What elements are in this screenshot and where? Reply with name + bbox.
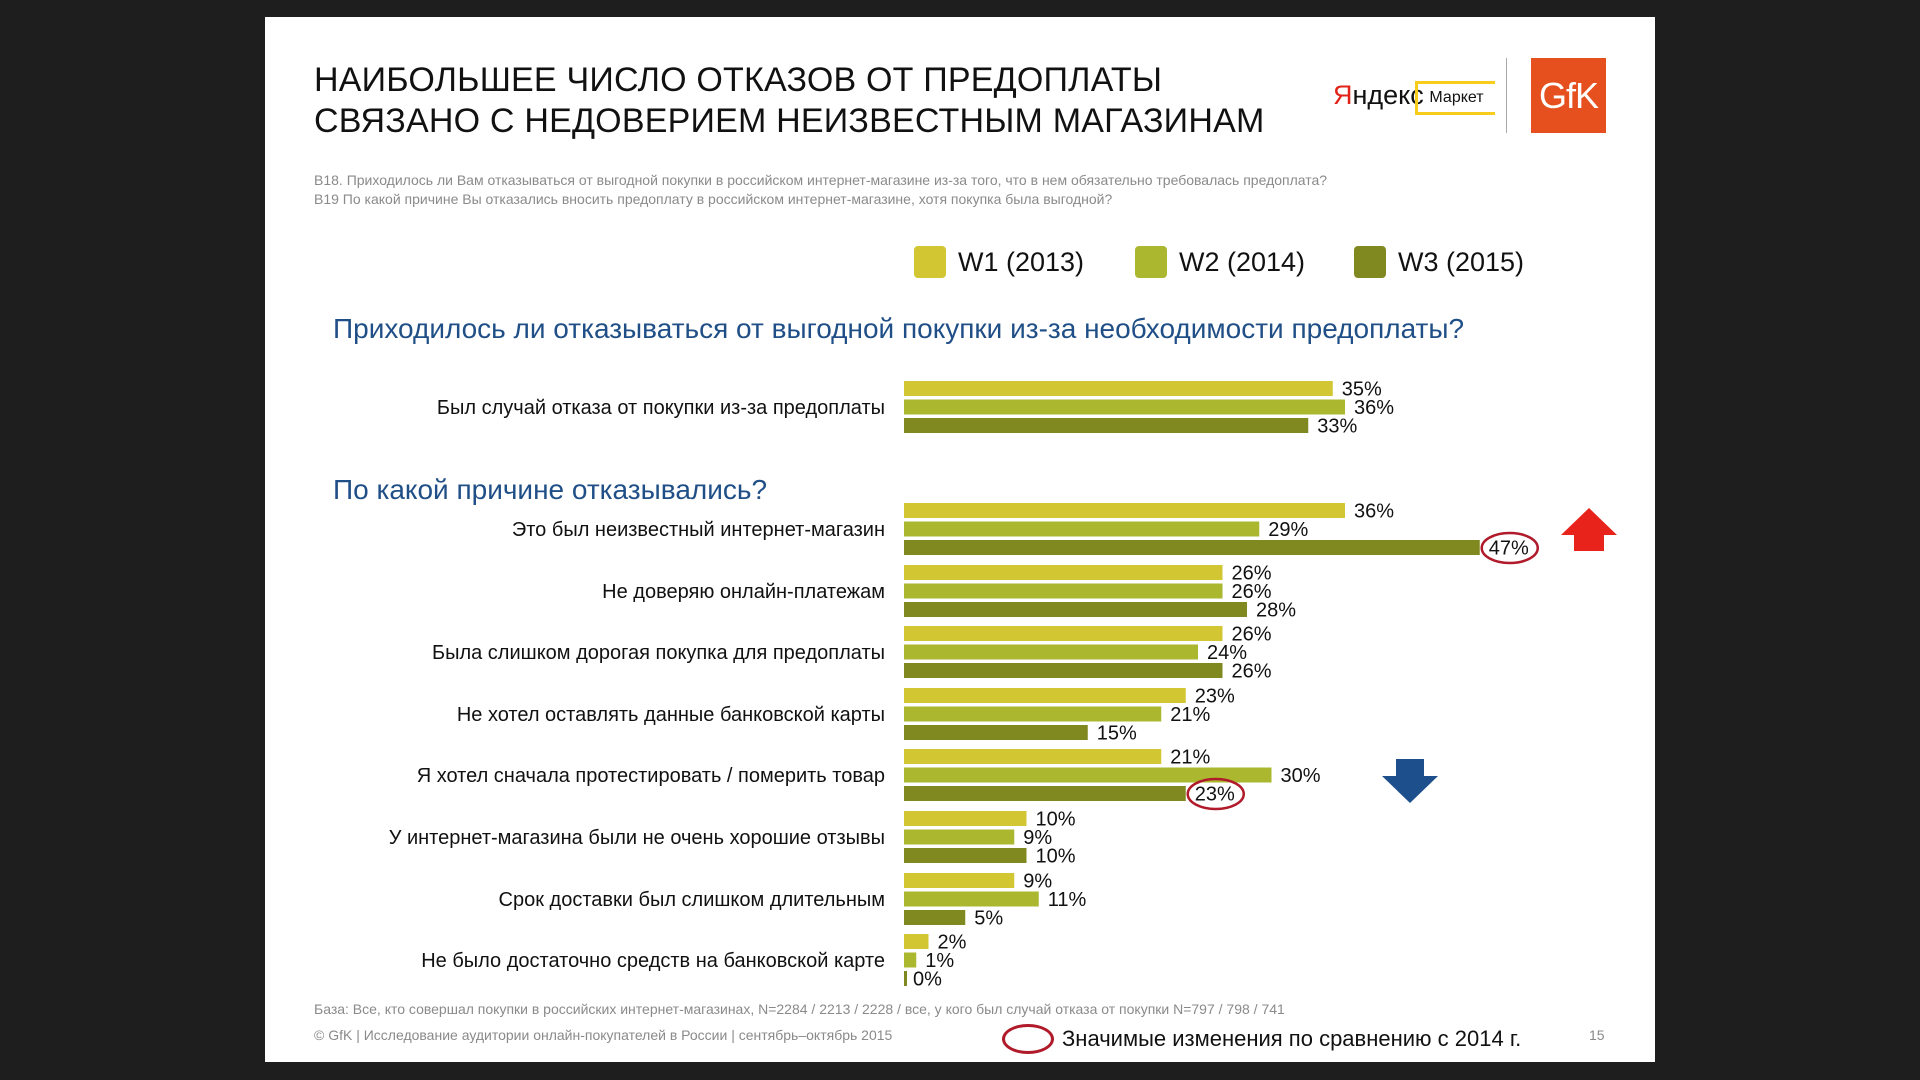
bar bbox=[904, 644, 1198, 660]
legend-swatch-w2 bbox=[1135, 246, 1167, 278]
data-label: 23% bbox=[1195, 686, 1235, 708]
bar bbox=[904, 521, 1260, 537]
data-label: 36% bbox=[1354, 501, 1394, 523]
data-label: 36% bbox=[1354, 397, 1394, 419]
legend-item-w3: W3 (2015) bbox=[1354, 244, 1524, 280]
legend-item-w1: W1 (2013) bbox=[914, 244, 1084, 280]
data-label: 2% bbox=[938, 932, 967, 954]
data-label: 47% bbox=[1489, 538, 1529, 560]
data-label: 26% bbox=[1232, 581, 1272, 603]
bar bbox=[904, 873, 1015, 888]
data-label: 30% bbox=[1281, 765, 1321, 787]
data-label: 23% bbox=[1195, 784, 1235, 806]
legend-label-w1: W1 (2013) bbox=[958, 246, 1085, 277]
gfk-logo: GfK bbox=[1531, 58, 1606, 133]
data-label: 1% bbox=[925, 950, 954, 972]
data-label: 0% bbox=[913, 969, 942, 991]
bar bbox=[904, 725, 1088, 740]
section-title-1: Приходилось ли отказываться от выгодной … bbox=[333, 313, 1465, 344]
category-label: У интернет-магазина были не очень хороши… bbox=[389, 827, 885, 849]
footer-base: База: Все, кто совершал покупки в россий… bbox=[314, 1001, 1285, 1017]
bar bbox=[904, 767, 1272, 783]
market-logo: Маркет bbox=[1415, 81, 1495, 115]
legend-item-w2: W2 (2014) bbox=[1135, 244, 1305, 280]
question-b18: B18. Приходилось ли Вам отказываться от … bbox=[314, 172, 1328, 188]
bar bbox=[904, 565, 1223, 580]
footer-copyright: © GfK | Исследование аудитории онлайн-по… bbox=[314, 1027, 893, 1043]
category-label: Это был неизвестный интернет-магазин bbox=[512, 519, 885, 541]
bar bbox=[904, 583, 1223, 599]
bar bbox=[904, 688, 1186, 703]
data-label: 26% bbox=[1232, 661, 1272, 683]
data-label: 21% bbox=[1170, 704, 1210, 726]
significance-circle bbox=[1186, 777, 1245, 811]
title-line-2: СВЯЗАНО С НЕДОВЕРИЕМ НЕИЗВЕСТНЫМ МАГАЗИН… bbox=[314, 102, 1265, 140]
bar bbox=[904, 418, 1309, 433]
bar bbox=[904, 971, 907, 986]
data-label: 5% bbox=[974, 908, 1003, 930]
logo-divider bbox=[1506, 58, 1507, 133]
data-label: 9% bbox=[1023, 871, 1052, 893]
slide-title: НАИБОЛЬШЕЕ ЧИСЛО ОТКАЗОВ ОТ ПРЕДОПЛАТЫ С… bbox=[314, 60, 1264, 142]
category-label: Я хотел сначала протестировать / померит… bbox=[417, 765, 885, 787]
bar bbox=[904, 952, 917, 968]
bar bbox=[904, 540, 1480, 555]
significance-legend: Значимые изменения по сравнению с 2014 г… bbox=[1002, 1024, 1521, 1054]
section-title-2: По какой причине отказывались? bbox=[333, 474, 768, 505]
bar bbox=[904, 829, 1015, 845]
trend-up-arrow-icon bbox=[1561, 508, 1617, 551]
data-label: 10% bbox=[1036, 846, 1076, 868]
data-label: 10% bbox=[1036, 809, 1076, 831]
yandex-logo-rest: ндекс bbox=[1352, 80, 1424, 110]
significance-ring-icon bbox=[1002, 1024, 1054, 1054]
bar bbox=[904, 891, 1039, 907]
bar bbox=[904, 910, 966, 925]
data-label: 9% bbox=[1023, 827, 1052, 849]
category-label: Не доверяю онлайн-платежам bbox=[602, 581, 885, 603]
data-label: 21% bbox=[1170, 747, 1210, 769]
yandex-logo: Яндекс bbox=[1333, 80, 1424, 111]
legend-swatch-w1 bbox=[914, 246, 946, 278]
legend-swatch-w3 bbox=[1354, 246, 1386, 278]
significance-circle bbox=[1480, 531, 1539, 565]
page-number: 15 bbox=[1589, 1027, 1605, 1043]
category-label: Был случай отказа от покупки из-за предо… bbox=[437, 397, 885, 419]
data-label: 26% bbox=[1232, 624, 1272, 646]
legend-label-w3: W3 (2015) bbox=[1398, 246, 1525, 277]
bar bbox=[904, 602, 1247, 617]
bar bbox=[904, 811, 1027, 826]
yandex-logo-letter: Я bbox=[1333, 80, 1353, 110]
data-label: 28% bbox=[1256, 600, 1296, 622]
data-label: 29% bbox=[1268, 519, 1308, 541]
question-b19: B19 По какой причине Вы отказались вноси… bbox=[314, 191, 1113, 207]
bar bbox=[904, 663, 1223, 678]
bar bbox=[904, 848, 1027, 863]
category-label: Не было достаточно средств на банковской… bbox=[421, 950, 885, 972]
bar bbox=[904, 749, 1162, 764]
category-label: Не хотел оставлять данные банковской кар… bbox=[457, 704, 885, 726]
data-label: 24% bbox=[1207, 642, 1247, 664]
data-label: 33% bbox=[1317, 416, 1357, 438]
bar bbox=[904, 934, 929, 949]
bar bbox=[904, 381, 1333, 396]
significance-legend-label: Значимые изменения по сравнению с 2014 г… bbox=[1062, 1026, 1522, 1051]
bar bbox=[904, 706, 1162, 722]
category-label: Была слишком дорогая покупка для предопл… bbox=[432, 642, 885, 664]
bar bbox=[904, 399, 1345, 415]
data-label: 26% bbox=[1232, 563, 1272, 585]
category-label: Срок доставки был слишком длительным bbox=[499, 889, 885, 911]
title-line-1: НАИБОЛЬШЕЕ ЧИСЛО ОТКАЗОВ ОТ ПРЕДОПЛАТЫ bbox=[314, 61, 1163, 99]
data-label: 35% bbox=[1342, 379, 1382, 401]
data-label: 15% bbox=[1097, 723, 1137, 745]
bar bbox=[904, 786, 1186, 801]
trend-down-arrow-icon bbox=[1382, 759, 1438, 803]
data-label: 11% bbox=[1048, 889, 1087, 911]
bar bbox=[904, 503, 1345, 518]
bar bbox=[904, 626, 1223, 641]
legend-label-w2: W2 (2014) bbox=[1179, 246, 1306, 277]
